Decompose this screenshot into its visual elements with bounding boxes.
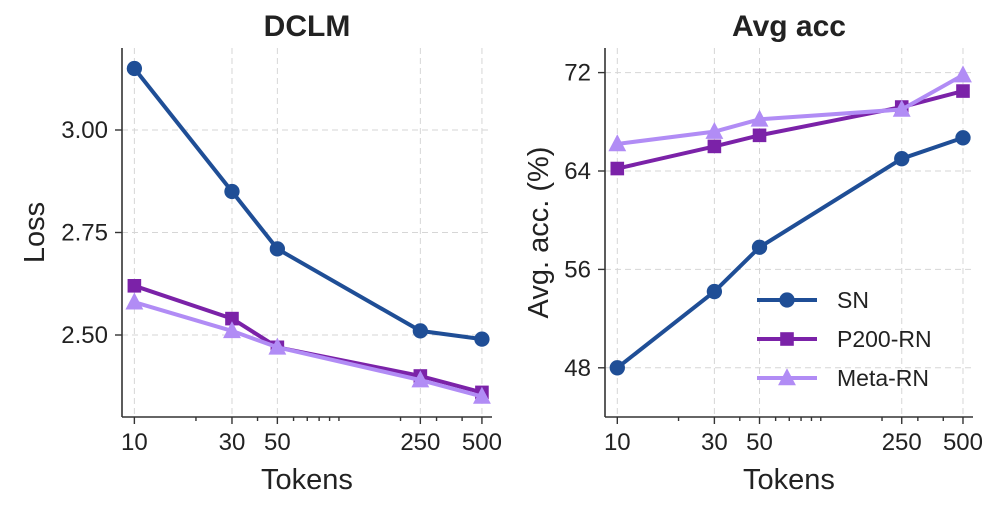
legend-label: P200-RN [837,326,932,352]
data-point [894,151,910,167]
x-tick-label: 30 [219,429,246,456]
y-tick-label: 2.75 [61,220,108,247]
x-axis-label: Tokens [261,464,353,496]
data-point [125,292,144,310]
y-axis-label: Loss [19,202,51,263]
series-sn [609,130,971,376]
y-tick-label: 3.00 [61,117,108,144]
data-point [706,283,723,300]
legend-item: SN [757,287,869,313]
data-point [955,130,971,146]
data-point [268,337,287,355]
data-point [610,161,625,176]
series-line [617,73,964,146]
legend-marker [778,368,796,386]
legend-marker [780,332,794,346]
x-tick-label: 10 [121,429,148,456]
data-point [473,386,491,404]
data-point [705,121,724,139]
data-point [412,323,428,339]
y-tick-label: 48 [564,355,591,382]
data-point [752,128,767,143]
legend-item: P200-RN [757,326,932,352]
x-tick-label: 50 [264,429,291,456]
series-line [133,300,483,399]
data-point [225,311,239,326]
series-p200-rn [127,279,489,400]
y-tick-label: 64 [564,158,591,185]
legend-marker [779,292,795,308]
series-line [132,67,483,342]
y-tick-label: 2.50 [61,322,108,349]
y-tick-label: 56 [564,256,591,283]
data-point [750,109,769,127]
data-point [474,331,490,347]
series-meta-rn [125,292,491,404]
x-tick-label: 10 [604,429,631,456]
data-point [127,279,142,293]
legend-label: Meta-RN [837,365,929,391]
data-point [223,321,241,339]
data-point [224,183,240,200]
chart-title: DCLM [264,10,351,43]
x-tick-label: 500 [943,429,983,456]
legend-label: SN [837,287,869,313]
data-point [269,241,286,257]
data-point [954,65,972,83]
data-point [892,99,911,117]
chart-title: Avg acc [732,10,846,43]
legend: SN P200-RN Meta-RN [757,287,932,391]
x-tick-label: 500 [462,429,502,456]
x-tick-label: 250 [400,429,440,456]
y-axis-label: Avg. acc. (%) [523,147,555,319]
legend-item: Meta-RN [757,365,929,391]
dclm-loss-panel: 10 30 50 250 500 2.50 2.75 3.00 DCLM Tokens Loss [19,10,502,496]
x-axis-label: Tokens [743,464,835,496]
series-meta-rn [608,65,972,152]
y-tick-label: 72 [564,60,591,87]
series-sn [126,60,490,347]
data-point [609,360,625,376]
x-tick-label: 30 [701,429,728,456]
data-point [411,370,430,388]
data-point [956,84,970,98]
x-tick-label: 250 [882,429,922,456]
data-point [126,60,143,77]
data-point [751,239,768,255]
series-line [133,283,483,395]
data-point [707,139,722,154]
data-point [608,134,627,152]
series-p200-rn [610,84,970,176]
avg-acc-panel: 10 30 50 250 500 48 56 64 72 Avg acc Tokens Avg. ac… [523,10,983,496]
x-tick-label: 50 [746,429,773,456]
